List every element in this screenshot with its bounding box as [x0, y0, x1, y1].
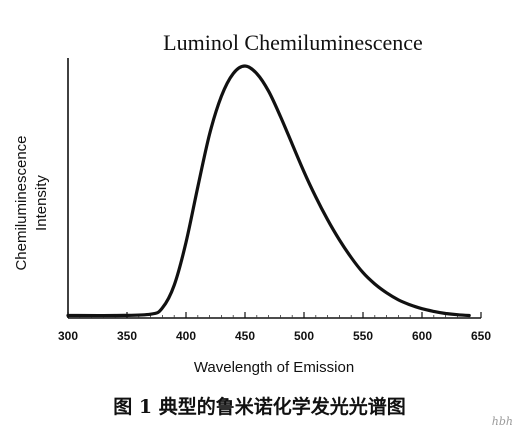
emission-spectrum-line	[66, 64, 471, 318]
chart-title: Luminol Chemiluminescence	[163, 30, 423, 55]
x-tick-label: 450	[235, 329, 255, 343]
x-tick-label: 550	[353, 329, 373, 343]
x-tick-label: 400	[176, 329, 196, 343]
x-tick-label: 650	[471, 329, 491, 343]
watermark: hbh	[491, 415, 513, 428]
x-tick-label: 500	[294, 329, 314, 343]
y-axis-label: Chemiluminescence Intensity	[13, 135, 50, 270]
y-axis-label-line-1: Chemiluminescence	[13, 135, 30, 270]
figure-caption: 图 1 典型的鲁米诺化学发光光谱图	[113, 396, 406, 418]
x-tick-label: 300	[58, 329, 78, 343]
plot-area: 300 350 400 450 500 550 600 650	[58, 58, 491, 343]
y-axis-label-line-2: Intensity	[33, 175, 50, 231]
x-tick-label: 350	[117, 329, 137, 343]
x-axis-label: Wavelength of Emission	[194, 359, 354, 376]
x-tick-label: 600	[412, 329, 432, 343]
